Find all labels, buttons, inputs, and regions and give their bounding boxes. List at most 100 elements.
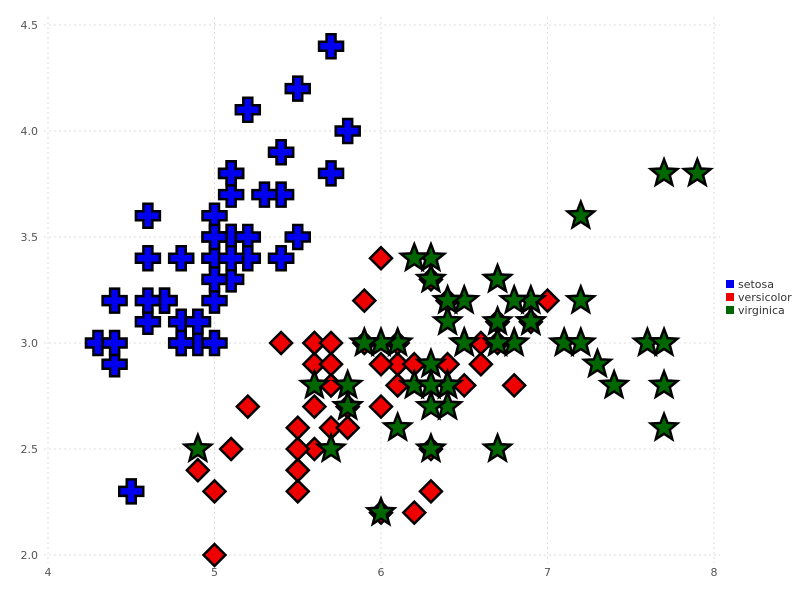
setosa-point — [267, 244, 295, 272]
setosa-point — [167, 329, 195, 357]
versicolor-point — [235, 393, 261, 420]
virginica-point — [181, 431, 215, 464]
versicolor-point — [201, 542, 228, 568]
versicolor-point — [318, 330, 344, 356]
grid — [44, 17, 720, 563]
virginica-point — [414, 389, 448, 421]
setosa-point — [217, 160, 245, 187]
setosa-point — [184, 308, 212, 336]
versicolor-point — [368, 393, 394, 420]
versicolor-point — [284, 478, 311, 505]
x-axis-ticks: 4 5 6 7 8 — [45, 566, 718, 579]
versicolor-point — [318, 351, 344, 377]
virginica-point — [480, 261, 515, 294]
y-tick-label: 3.5 — [21, 231, 39, 244]
versicolor-point — [284, 457, 311, 483]
virginica-point — [414, 431, 448, 464]
x-tick-label: 5 — [211, 566, 218, 579]
versicolor-point — [368, 245, 394, 271]
setosa-point — [284, 223, 311, 251]
setosa-point — [217, 181, 245, 208]
x-tick-label: 6 — [378, 566, 385, 579]
virginica-point — [597, 367, 631, 400]
virginica-point — [480, 431, 515, 464]
setosa-point — [134, 202, 162, 230]
versicolor-point — [401, 499, 428, 526]
legend-label-setosa: setosa — [738, 278, 774, 291]
legend-swatch-setosa — [726, 280, 734, 288]
virginica-point — [647, 325, 681, 358]
setosa-point — [134, 244, 162, 272]
x-tick-label: 8 — [711, 566, 718, 579]
versicolor-point — [284, 436, 311, 462]
virginica-point — [364, 495, 398, 527]
legend-swatch-versicolor — [726, 293, 734, 301]
versicolor-point — [368, 351, 394, 377]
versicolor-point — [185, 457, 211, 483]
data-points — [84, 32, 714, 568]
setosa-point — [167, 244, 195, 272]
virginica-point — [480, 325, 515, 358]
virginica-point — [680, 155, 714, 188]
versicolor-point — [301, 393, 328, 420]
virginica-point — [647, 367, 681, 400]
virginica-point — [564, 283, 598, 315]
versicolor-point — [418, 478, 444, 505]
setosa-point — [118, 478, 145, 505]
virginica-point — [447, 325, 481, 358]
virginica-point — [430, 304, 465, 336]
virginica-point — [497, 283, 531, 315]
y-tick-label: 2.0 — [21, 549, 39, 562]
setosa-point — [201, 266, 228, 293]
setosa-point — [134, 287, 162, 314]
versicolor-point — [501, 372, 527, 399]
series-virginica — [181, 155, 714, 527]
setosa-point — [201, 329, 228, 357]
setosa-point — [101, 329, 128, 357]
legend-label-virginica: virginica — [738, 304, 785, 317]
setosa-point — [101, 350, 128, 378]
setosa-point — [134, 308, 162, 336]
versicolor-point — [351, 287, 378, 314]
setosa-point — [284, 75, 311, 102]
setosa-point — [217, 244, 245, 272]
virginica-point — [314, 431, 348, 464]
setosa-point — [251, 181, 278, 208]
x-tick-label: 7 — [544, 566, 551, 579]
virginica-point — [381, 410, 415, 442]
versicolor-point — [268, 330, 294, 356]
virginica-point — [347, 325, 381, 358]
legend-label-versicolor: versicolor — [738, 291, 792, 304]
y-tick-label: 4.5 — [21, 19, 39, 32]
y-tick-label: 3.0 — [21, 337, 39, 350]
virginica-point — [647, 155, 681, 188]
versicolor-point — [301, 330, 328, 356]
virginica-point — [297, 367, 332, 400]
setosa-point — [317, 32, 345, 60]
y-tick-label: 4.0 — [21, 125, 39, 138]
setosa-point — [101, 287, 128, 314]
virginica-point — [331, 389, 365, 421]
y-tick-label: 2.5 — [21, 443, 39, 456]
versicolor-point — [334, 415, 361, 441]
virginica-point — [564, 198, 598, 230]
virginica-point — [414, 261, 448, 294]
virginica-point — [397, 240, 431, 273]
setosa-point — [317, 160, 345, 187]
virginica-point — [580, 346, 615, 379]
virginica-point — [414, 367, 448, 400]
setosa-point — [334, 117, 361, 145]
virginica-point — [564, 325, 598, 358]
y-axis-ticks: 2.0 2.5 3.0 3.5 4.0 4.5 — [21, 19, 39, 562]
setosa-point — [201, 287, 228, 314]
virginica-point — [647, 410, 681, 442]
setosa-point — [267, 138, 295, 166]
virginica-point — [514, 304, 548, 336]
x-tick-label: 4 — [45, 566, 52, 579]
versicolor-point — [218, 436, 244, 462]
setosa-point — [234, 96, 262, 124]
legend-swatch-virginica — [726, 306, 734, 314]
setosa-point — [201, 223, 228, 251]
